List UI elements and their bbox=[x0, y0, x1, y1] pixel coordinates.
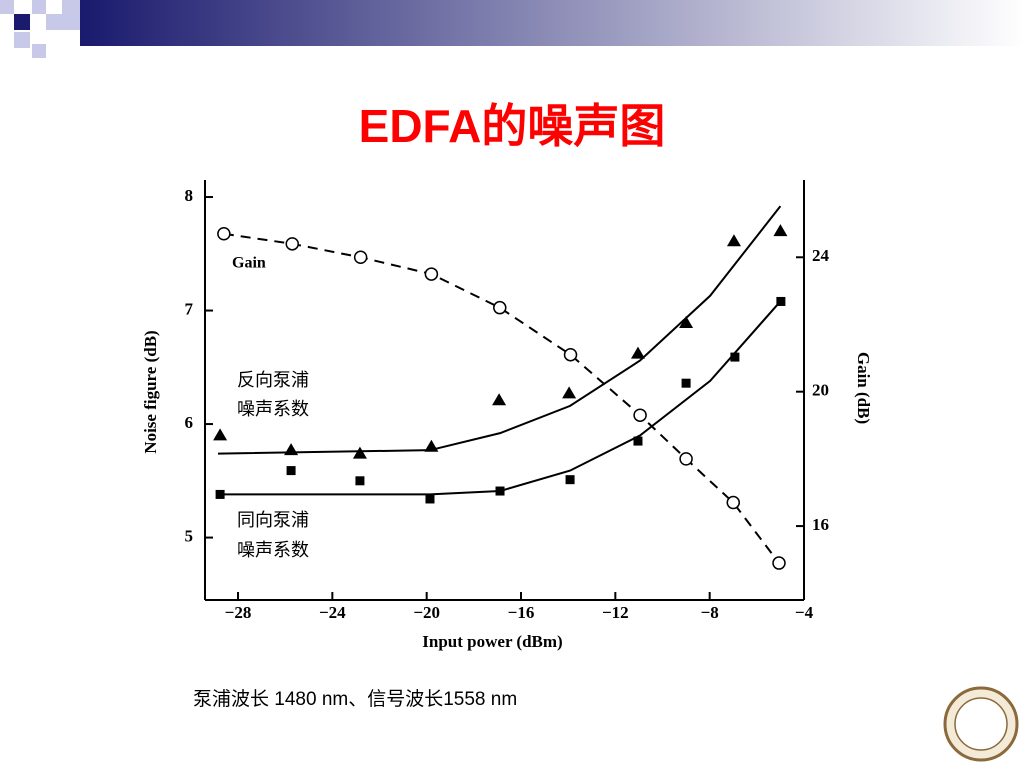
marker bbox=[681, 378, 691, 388]
marker bbox=[630, 346, 645, 359]
x-tick-label: −20 bbox=[413, 603, 440, 622]
slide-title: EDFA的噪声图 bbox=[359, 100, 666, 152]
x-tick-label: −24 bbox=[319, 603, 346, 622]
annotation: 噪声系数 bbox=[237, 540, 309, 560]
marker bbox=[562, 386, 577, 399]
marker bbox=[565, 475, 575, 485]
annotation: 噪声系数 bbox=[237, 399, 309, 419]
marker bbox=[730, 352, 740, 362]
y-tick-label: 6 bbox=[185, 413, 194, 432]
y-tick-label: 8 bbox=[185, 186, 194, 205]
x-tick-label: −12 bbox=[602, 603, 629, 622]
x-tick-label: −8 bbox=[701, 603, 719, 622]
marker bbox=[726, 495, 741, 510]
annotation: 反向泵浦 bbox=[237, 370, 309, 390]
logo bbox=[943, 686, 1019, 762]
x-tick-label: −16 bbox=[508, 603, 535, 622]
x-tick-label: −4 bbox=[795, 603, 814, 622]
annotation: 同向泵浦 bbox=[237, 510, 309, 530]
deco-square bbox=[32, 0, 46, 14]
y2-tick-label: 24 bbox=[812, 246, 830, 265]
series-line bbox=[223, 232, 780, 564]
header-bar bbox=[80, 0, 1024, 46]
marker bbox=[773, 224, 788, 237]
marker bbox=[425, 494, 435, 504]
chart: −28 −24 −20 −16 −12 −8 −4 5 6 7 8 16 20 24 Input power… bbox=[141, 180, 873, 651]
marker bbox=[286, 466, 296, 476]
marker bbox=[217, 227, 231, 241]
x-axis-title: Input power (dBm) bbox=[422, 632, 562, 651]
deco-square bbox=[14, 14, 30, 30]
y-tick-label: 7 bbox=[185, 299, 194, 318]
marker bbox=[633, 436, 643, 446]
marker bbox=[679, 316, 694, 329]
marker bbox=[726, 234, 741, 247]
marker bbox=[213, 428, 228, 441]
marker bbox=[563, 347, 578, 362]
annotation: Gain bbox=[232, 255, 266, 272]
y2-tick-label: 16 bbox=[812, 515, 829, 534]
deco-square bbox=[62, 0, 80, 30]
marker bbox=[679, 452, 693, 466]
marker bbox=[772, 556, 786, 570]
marker bbox=[492, 393, 507, 406]
y-axis-title: Noise figure (dB) bbox=[141, 330, 160, 453]
marker bbox=[493, 300, 507, 315]
series-line bbox=[217, 298, 784, 496]
marker bbox=[352, 446, 367, 459]
caption: 泵浦波长 1480 nm、信号波长1558 nm bbox=[193, 688, 517, 710]
marker bbox=[633, 408, 647, 422]
marker bbox=[285, 237, 300, 251]
y2-tick-label: 20 bbox=[812, 381, 829, 400]
series-line bbox=[217, 205, 782, 455]
deco-square bbox=[14, 32, 30, 48]
y-tick-label: 5 bbox=[185, 526, 194, 545]
deco-square bbox=[0, 0, 14, 14]
marker bbox=[424, 267, 439, 281]
logo-inner bbox=[954, 697, 1008, 751]
marker bbox=[353, 250, 368, 265]
y2-axis-title: Gain (dB) bbox=[854, 352, 873, 424]
x-tick-label: −28 bbox=[225, 603, 252, 622]
deco-square bbox=[46, 14, 62, 30]
deco-square bbox=[32, 44, 46, 58]
marker bbox=[355, 476, 365, 486]
